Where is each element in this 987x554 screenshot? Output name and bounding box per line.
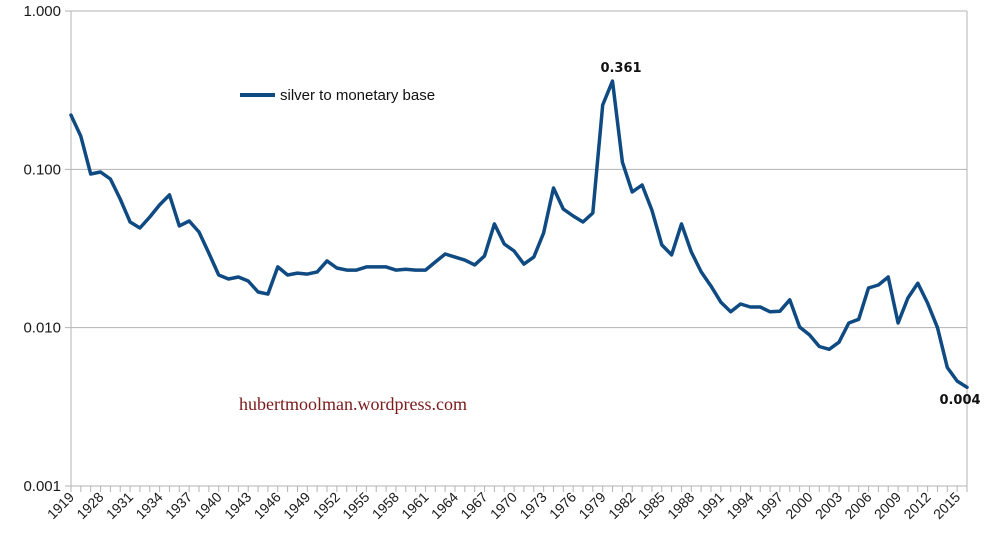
legend: silver to monetary base [240,87,435,104]
x-tick-label: 1964 [428,489,461,522]
x-tick-label: 1955 [339,489,372,522]
series-group [69,79,969,390]
x-tick-label: 2009 [871,489,904,522]
x-tick-label: 1979 [575,489,608,522]
x-tick-label: 2006 [841,489,874,522]
series-line [69,79,969,390]
watermark: hubertmoolman.wordpress.com [239,394,467,414]
x-tick-label: 1967 [457,489,490,522]
x-tick-label: 1952 [310,489,343,522]
x-tick-label: 2000 [782,489,815,522]
y-tick-label: 0.100 [23,161,61,178]
data-label-last: 0.004 [939,393,980,408]
x-tick-label: 1985 [635,489,668,522]
x-axis-ticks: 1919192819311934193719401943194619491952… [44,486,968,522]
y-tick-label: 0.001 [23,478,61,495]
data-label-peak: 0.361 [600,61,641,76]
y-tick-label: 1.000 [23,3,61,20]
gridlines [65,10,968,487]
x-tick-label: 1949 [280,489,313,522]
x-tick-label: 1982 [605,489,638,522]
x-tick-label: 1961 [398,489,431,522]
x-tick-label: 2015 [930,489,963,522]
axes [70,11,967,487]
x-tick-label: 1973 [516,489,549,522]
x-tick-label: 1991 [694,489,727,522]
x-tick-label: 1937 [162,489,195,522]
x-tick-label: 1970 [487,489,520,522]
x-tick-label: 1928 [73,489,106,522]
y-tick-label: 0.010 [23,320,61,337]
legend-label: silver to monetary base [280,87,435,104]
x-tick-label: 1931 [103,489,136,522]
x-tick-label: 2012 [900,489,933,522]
y-axis-ticks: 1.000 0.100 0.010 0.001 [23,3,61,495]
x-tick-label: 1940 [191,489,224,522]
x-tick-label: 1988 [664,489,697,522]
x-tick-label: 1994 [723,489,756,522]
x-tick-label: 1958 [369,489,402,522]
x-tick-label: 1976 [546,489,579,522]
x-tick-label: 1946 [251,489,284,522]
x-tick-label: 1943 [221,489,254,522]
x-tick-label: 2003 [812,489,845,522]
x-tick-label: 1997 [753,489,786,522]
x-tick-label: 1934 [132,489,165,522]
